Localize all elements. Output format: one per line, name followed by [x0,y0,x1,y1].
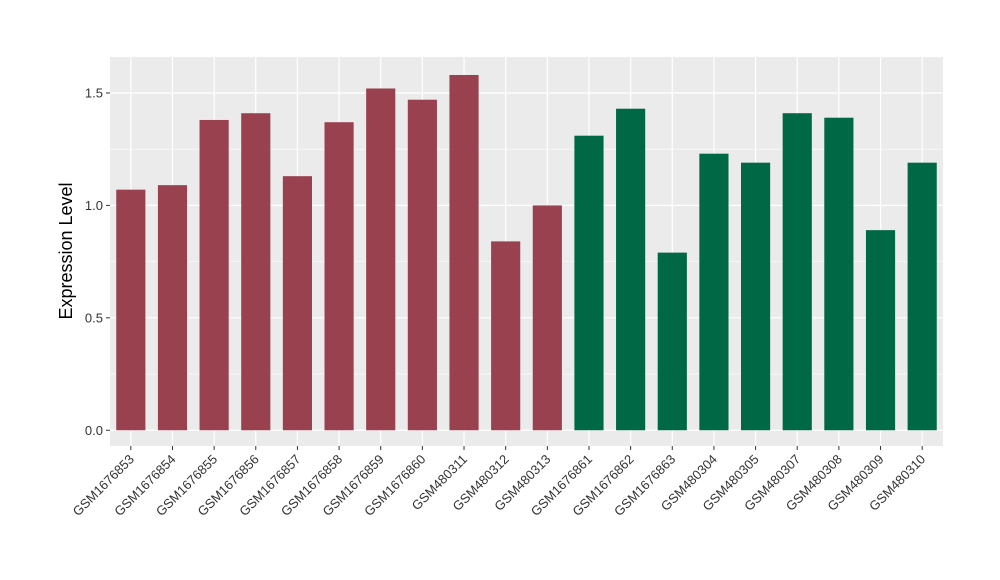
bar-GSM480311 [449,74,479,431]
bar-GSM480310 [907,162,937,431]
y-tick-label: 0.5 [85,310,103,325]
bar-GSM480304 [699,153,729,431]
bar-GSM480305 [740,162,771,431]
bar-GSM1676861 [574,135,604,431]
bar-GSM1676857 [282,176,313,431]
y-tick-label: 1.0 [85,198,103,213]
bar-GSM480308 [824,117,854,431]
bar-GSM1676859 [366,88,396,431]
y-axis-title: Expression Level [56,182,76,319]
bar-GSM1676860 [407,99,437,431]
bar-GSM480313 [532,205,562,431]
bar-GSM1676855 [199,119,229,431]
bar-GSM480307 [782,113,812,431]
plot-panel [110,57,943,446]
bar-GSM1676858 [324,122,354,431]
bars [116,74,937,431]
bar-GSM1676853 [116,189,146,431]
y-tick-label: 0.0 [85,423,103,438]
bar-GSM1676862 [616,108,646,431]
bar-GSM480312 [491,241,521,431]
y-axis: 0.0 0.5 1.0 1.5 [85,85,110,438]
y-tick-label: 1.5 [85,85,103,100]
bar-GSM1676863 [657,252,687,431]
bar-GSM1676856 [241,113,271,431]
bar-GSM1676854 [157,185,188,431]
x-axis: GSM1676853GSM1676854GSM1676855GSM1676856… [70,446,928,519]
bar-GSM480309 [865,230,896,431]
